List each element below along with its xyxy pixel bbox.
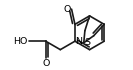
Text: S: S (85, 38, 91, 47)
Text: N: N (75, 37, 82, 46)
Text: HO: HO (14, 37, 28, 46)
Text: O: O (63, 5, 71, 14)
Text: O: O (42, 59, 49, 68)
